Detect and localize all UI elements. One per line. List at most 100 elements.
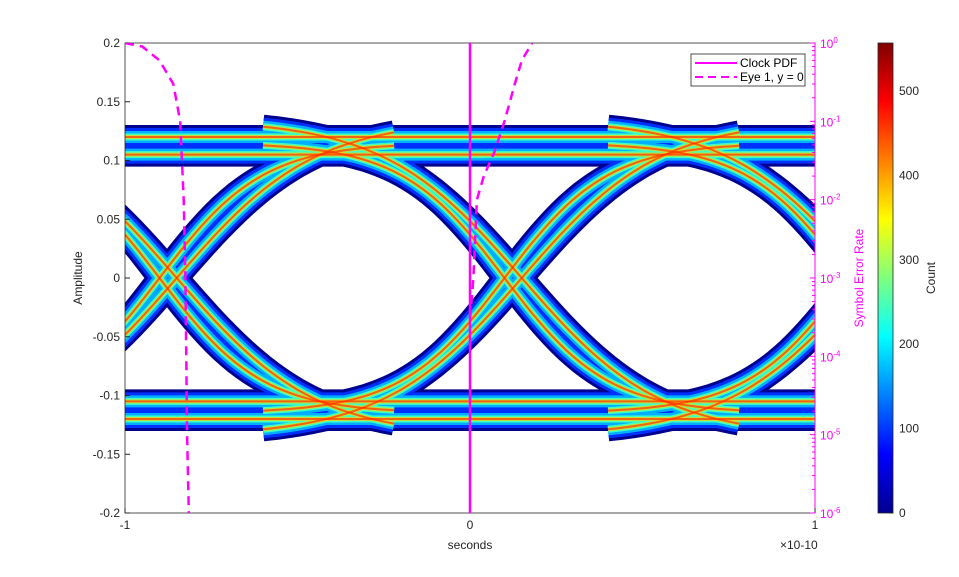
eye-trace xyxy=(125,233,395,412)
eye-trace xyxy=(262,131,740,431)
eye-trace xyxy=(125,133,395,340)
eye-trace xyxy=(0,127,49,424)
eye-trace xyxy=(607,144,815,237)
eye-trace xyxy=(0,127,49,424)
y2-tick-label: 10-2 xyxy=(820,193,841,208)
y-axis-label: Amplitude xyxy=(71,251,85,305)
y2-tick-exponent: -2 xyxy=(833,193,841,202)
eye-trace xyxy=(0,145,49,410)
y2-tick-label: 10-4 xyxy=(820,349,841,364)
colorbar-tick-label: 100 xyxy=(899,422,919,436)
eye-trace xyxy=(125,220,395,420)
y-tick-label: -0.05 xyxy=(93,330,121,344)
eye-trace xyxy=(0,132,49,429)
colorbar-tick-label: 500 xyxy=(899,84,919,98)
eye-trace xyxy=(0,127,49,424)
x-axis-label: seconds xyxy=(448,538,493,552)
eye-trace xyxy=(125,126,396,344)
eye-trace xyxy=(0,146,49,411)
eye-trace xyxy=(125,131,395,337)
eye-trace xyxy=(0,132,49,429)
eye-trace xyxy=(607,333,815,431)
y-tick-label: 0.05 xyxy=(97,212,121,226)
colorbar-label: Count xyxy=(924,261,938,294)
y-tick-label: 0 xyxy=(113,271,120,285)
eye-trace xyxy=(125,225,395,417)
eye-trace xyxy=(262,144,740,412)
y2-tick-label: 10-6 xyxy=(820,506,841,521)
eye-trace xyxy=(125,120,397,352)
eye-trace xyxy=(125,229,395,414)
colorbar xyxy=(877,42,894,514)
eye-trace xyxy=(0,145,49,410)
eye-trace xyxy=(0,127,49,424)
ser-eye1-dashed-line xyxy=(125,43,191,513)
y-tick-label: 0.1 xyxy=(103,154,120,168)
x-tick-label: 0 xyxy=(467,518,474,532)
eye-trace xyxy=(125,208,396,433)
colorbar-tick-label: 400 xyxy=(899,168,919,182)
y2-tick-label: 10-5 xyxy=(820,428,841,443)
eye-trace xyxy=(0,146,49,411)
eye-trace xyxy=(0,132,49,429)
eye-trace xyxy=(0,132,49,429)
y-tick-label: 0.2 xyxy=(103,36,120,50)
x-tick-label: -1 xyxy=(120,518,131,532)
y2-axis-label: Symbol Error Rate xyxy=(852,228,866,327)
y2-tick-exponent: -1 xyxy=(833,114,841,123)
eye-trace xyxy=(0,145,49,410)
eye-trace xyxy=(125,142,395,327)
eye-trace xyxy=(125,218,395,426)
eye-trace xyxy=(125,128,395,340)
eye-trace xyxy=(262,144,740,412)
eye-trace xyxy=(0,127,49,424)
eye-trace xyxy=(0,146,49,411)
eye-trace xyxy=(0,127,49,424)
eye-trace xyxy=(607,125,815,223)
y2-tick-label: 100 xyxy=(820,36,838,51)
y-tick-label: -0.1 xyxy=(99,389,120,403)
eye-trace xyxy=(0,132,49,429)
eye-trace xyxy=(125,143,395,325)
eye-trace xyxy=(125,216,395,423)
eye-trace xyxy=(0,146,49,411)
eye-trace xyxy=(125,219,395,425)
y2-tick-exponent: -5 xyxy=(833,428,841,437)
ser-eye1-dashed-line xyxy=(468,43,534,320)
legend-entry-clock-pdf: Clock PDF xyxy=(740,56,797,70)
eye-trace xyxy=(125,144,395,323)
legend-entry-eye1: Eye 1, y = 0 xyxy=(740,70,804,84)
colorbar-tick-label: 0 xyxy=(899,506,906,520)
eye-trace xyxy=(0,132,49,429)
x-exponent: ×10-10 xyxy=(780,538,818,552)
eye-trace xyxy=(125,139,395,331)
eye-trace xyxy=(0,145,49,410)
eye-trace xyxy=(125,130,395,338)
y2-tick-exponent: 0 xyxy=(833,36,838,45)
eye-trace xyxy=(125,204,397,436)
y-tick-label: -0.2 xyxy=(99,506,120,520)
eye-trace xyxy=(0,146,49,411)
y-tick-label: 0.15 xyxy=(97,95,121,109)
eye-trace xyxy=(607,319,815,412)
y2-tick-exponent: -4 xyxy=(833,349,841,358)
y2-tick-label: 10-3 xyxy=(820,271,841,286)
colorbar-tick-label: 300 xyxy=(899,253,919,267)
x-tick-label: 1 xyxy=(812,518,819,532)
y2-tick-exponent: -6 xyxy=(833,506,841,515)
eye-trace xyxy=(125,136,395,336)
eye-trace xyxy=(125,212,396,430)
y-tick-label: -0.15 xyxy=(93,447,121,461)
legend[interactable]: Clock PDF Eye 1, y = 0 xyxy=(690,53,806,87)
y2-tick-exponent: -3 xyxy=(833,271,841,280)
eye-trace xyxy=(0,145,49,410)
eye-trace xyxy=(125,123,396,348)
eye-trace xyxy=(262,141,740,414)
colorbar-tick-label: 200 xyxy=(899,337,919,351)
eye-trace xyxy=(262,125,740,425)
eye-trace xyxy=(0,145,49,410)
y2-tick-label: 10-1 xyxy=(820,114,841,129)
eye-trace xyxy=(0,146,49,411)
eye-trace xyxy=(125,231,395,413)
